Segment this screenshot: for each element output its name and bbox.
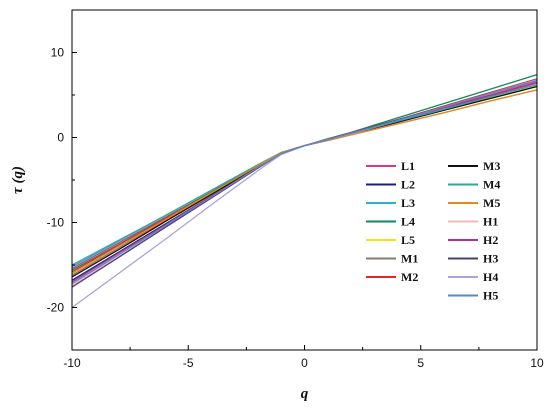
series-line-h4 xyxy=(71,79,538,309)
x-tick-label: -10 xyxy=(63,356,81,370)
legend-label: H5 xyxy=(483,289,498,303)
y-tick-label: -10 xyxy=(47,216,65,230)
legend-label: L2 xyxy=(401,178,415,192)
series-line-l5 xyxy=(71,84,538,273)
legend-item-l4: L4 xyxy=(366,215,415,229)
series-line-l2 xyxy=(71,80,538,281)
series-line-h5 xyxy=(71,79,538,285)
y-tick-label: -20 xyxy=(47,301,65,315)
x-tick-label: 10 xyxy=(530,356,544,370)
legend-item-m4: M4 xyxy=(448,178,500,192)
x-tick-label: -5 xyxy=(183,356,194,370)
y-axis-title: τ (q) xyxy=(10,166,26,194)
legend-item-h3: H3 xyxy=(448,252,498,266)
x-tick-label: 0 xyxy=(301,356,308,370)
legend: L1 L2 L3 L4 L5 M1 M2 M3 M4 M5 H1 H2 H3 H4 H5 xyxy=(366,159,500,303)
legend-label: H1 xyxy=(483,215,498,229)
legend-label: M5 xyxy=(483,196,500,210)
y-axis: -20 -10 0 10 xyxy=(47,9,77,351)
legend-label: M1 xyxy=(401,252,418,266)
x-tick-label: 5 xyxy=(417,356,424,370)
legend-label: M4 xyxy=(483,178,500,192)
legend-label: M2 xyxy=(401,270,418,284)
legend-item-l2: L2 xyxy=(366,178,415,192)
legend-item-h2: H2 xyxy=(448,233,498,247)
legend-label: H4 xyxy=(483,270,498,284)
series-line-m3 xyxy=(71,85,538,278)
series-line-m1 xyxy=(71,89,538,276)
legend-item-l1: L1 xyxy=(366,159,415,173)
legend-item-m5: M5 xyxy=(448,196,500,210)
series-line-m5 xyxy=(71,89,538,275)
legend-item-l5: L5 xyxy=(366,233,415,247)
legend-label: H3 xyxy=(483,252,498,266)
legend-item-h5: H5 xyxy=(448,289,498,303)
legend-item-h4: H4 xyxy=(448,270,498,284)
legend-item-m2: M2 xyxy=(366,270,418,284)
y-tick-label: 0 xyxy=(57,131,64,145)
plot-frame xyxy=(71,9,538,351)
x-axis: -10 -5 0 5 10 xyxy=(63,345,544,370)
legend-item-m1: M1 xyxy=(366,252,418,266)
legend-label: L4 xyxy=(401,215,415,229)
series-line-h1 xyxy=(71,80,538,286)
x-axis-title: q xyxy=(301,386,309,402)
series-line-h2 xyxy=(71,81,538,283)
legend-label: M3 xyxy=(483,159,500,173)
legend-label: H2 xyxy=(483,233,498,247)
legend-item-h1: H1 xyxy=(448,215,498,229)
legend-label: L3 xyxy=(401,196,415,210)
series-layer xyxy=(71,73,538,309)
legend-label: L5 xyxy=(401,233,415,247)
legend-item-m3: M3 xyxy=(448,159,500,173)
legend-item-l3: L3 xyxy=(366,196,415,210)
y-tick-label: 10 xyxy=(51,46,65,60)
legend-label: L1 xyxy=(401,159,415,173)
